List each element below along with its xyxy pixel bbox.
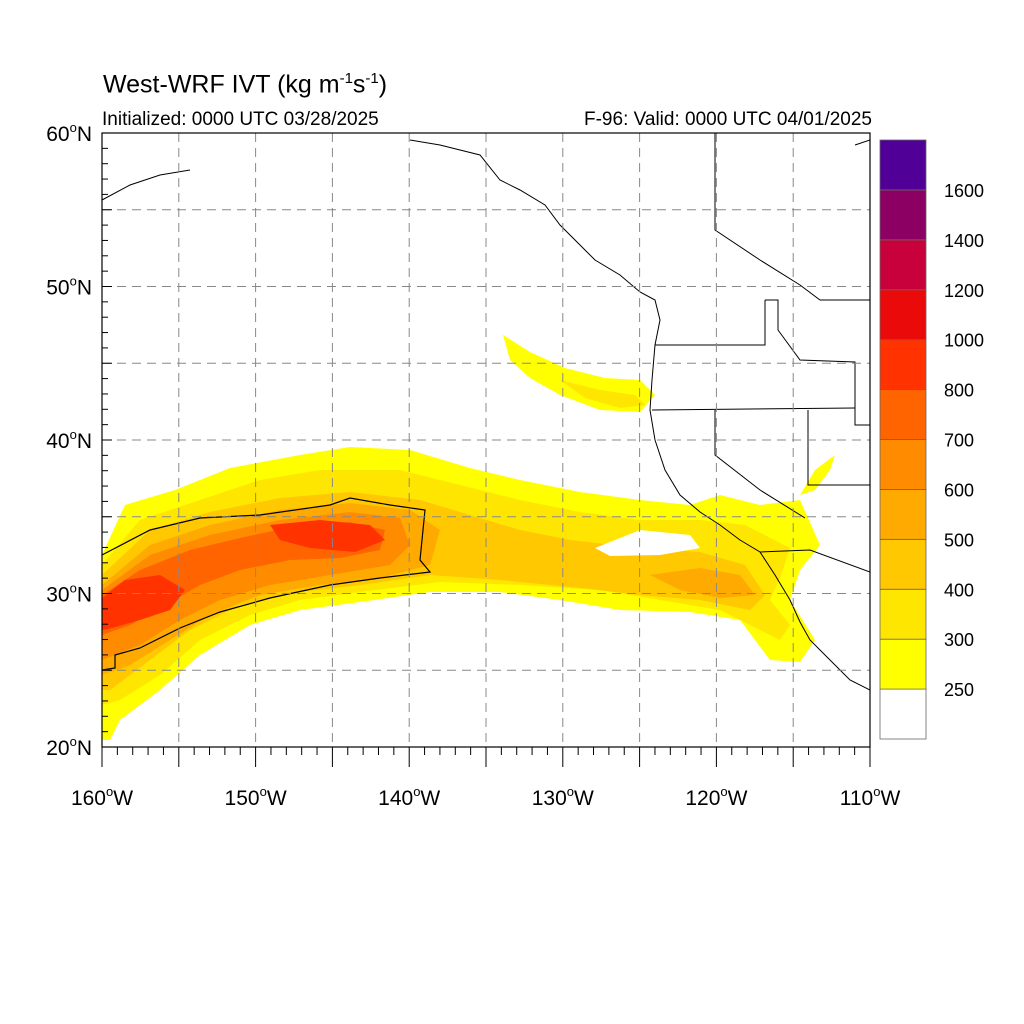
ivt-contour-outline — [102, 497, 432, 671]
ivt-band-300-oregon — [560, 380, 645, 408]
colorbar-label: 300 — [944, 630, 974, 650]
colorbar-swatch — [879, 339, 927, 390]
lat-label: 20oN — [46, 734, 92, 760]
ivt-colorbar: 250 300 400 500 600 700 800 1000 1200 1400 1600 — [879, 139, 984, 740]
lat-label: 30oN — [46, 581, 92, 607]
ivt-band-250-nevada — [800, 455, 835, 495]
latitude-labels: 20oN 30oN 40oN 50oN 60oN — [46, 120, 92, 760]
lat-label: 50oN — [46, 274, 92, 300]
colorbar-swatch — [879, 439, 927, 490]
lon-label: 140oW — [378, 784, 440, 810]
ivt-shading — [102, 335, 835, 740]
initialized-time: Initialized: 0000 UTC 03/28/2025 — [102, 109, 379, 130]
lat-label: 60oN — [46, 120, 92, 146]
ivt-band-800-core — [270, 520, 385, 552]
lon-label: 120oW — [685, 784, 747, 810]
ivt-band-500-coast — [650, 568, 755, 598]
ivt-band-700 — [102, 522, 385, 635]
colorbar-swatch — [879, 139, 927, 191]
lon-label: 150oW — [225, 784, 287, 810]
lon-label: 130oW — [532, 784, 594, 810]
map-grid — [102, 133, 870, 747]
colorbar-label: 400 — [944, 580, 974, 600]
ivt-band-800 — [102, 575, 185, 630]
colorbar-swatch — [879, 688, 927, 740]
colorbar-label: 1600 — [944, 181, 984, 201]
colorbar-swatch — [879, 588, 927, 640]
colorbar-swatch — [879, 389, 927, 440]
lon-label: 160oW — [71, 784, 133, 810]
colorbar-label: 1400 — [944, 231, 984, 251]
colorbar-swatch — [879, 489, 927, 540]
colorbar-swatch — [879, 189, 927, 241]
colorbar-swatch — [879, 638, 927, 690]
lon-label: 110oW — [840, 784, 901, 810]
colorbar-label: 800 — [944, 381, 974, 401]
colorbar-label: 600 — [944, 480, 974, 500]
longitude-labels: 160oW 150oW 140oW 130oW 120oW 110oW — [71, 784, 901, 810]
valid-time: F-96: Valid: 0000 UTC 04/01/2025 — [584, 109, 872, 130]
ivt-gap — [595, 530, 700, 556]
colorbar-label: 700 — [944, 431, 974, 451]
map-title: West-WRF IVT (kg m-1s-1) — [103, 70, 388, 99]
colorbar-swatch — [879, 289, 927, 341]
colorbar-label: 1000 — [944, 331, 984, 351]
axis-ticks — [101, 132, 871, 767]
colorbar-swatch — [879, 239, 927, 291]
colorbar-label: 500 — [944, 530, 974, 550]
colorbar-label: 250 — [944, 680, 974, 700]
colorbar-swatch — [879, 538, 927, 590]
colorbar-label: 1200 — [944, 281, 984, 301]
coastlines — [102, 133, 870, 691]
lat-label: 40oN — [46, 427, 92, 453]
